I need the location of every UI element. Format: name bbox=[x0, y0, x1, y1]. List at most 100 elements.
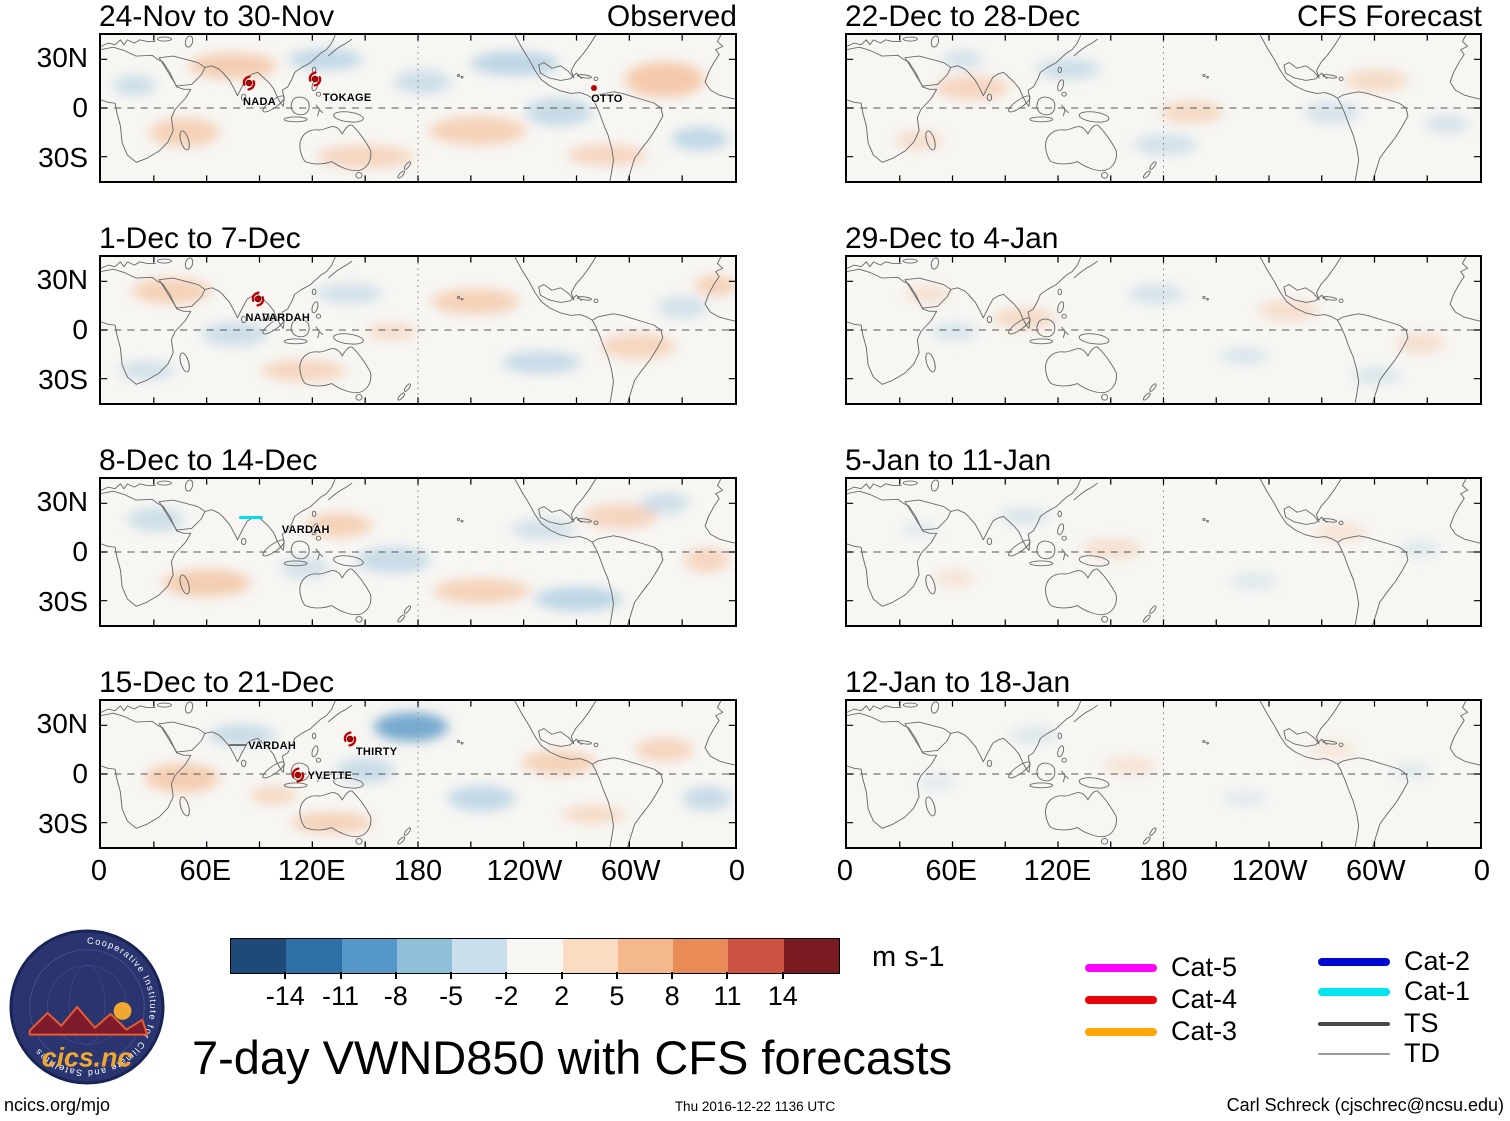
cyclone-icon bbox=[250, 291, 267, 308]
colorbar-tick-mark bbox=[450, 972, 453, 979]
colorbar-tick-label: -8 bbox=[383, 981, 408, 1011]
map-canvas bbox=[847, 479, 1480, 625]
colorbar-segment bbox=[452, 939, 508, 973]
cyclone-icon bbox=[289, 767, 306, 784]
colorbar-tick-label: -11 bbox=[322, 981, 360, 1011]
storm-label: VARDAH bbox=[281, 524, 330, 537]
colorbar-tick-mark bbox=[560, 972, 563, 979]
cyclone-icon bbox=[342, 730, 359, 747]
colorbar-segment bbox=[617, 939, 674, 973]
colorbar-segment bbox=[783, 939, 839, 973]
y-axis-label: 30S bbox=[38, 808, 88, 839]
y-axis-label: 0 bbox=[72, 92, 88, 123]
y-axis-label: 30N bbox=[36, 708, 88, 739]
legend-label: Cat-5 bbox=[1171, 952, 1238, 982]
colorbar-segment bbox=[728, 939, 784, 973]
panel-title: 12-Jan to 18-Jan bbox=[845, 666, 1071, 699]
legend-item: TS bbox=[1318, 1008, 1439, 1039]
colorbar-tick-label: 8 bbox=[664, 981, 680, 1011]
y-axis-label: 0 bbox=[72, 536, 88, 567]
storm-label: NADA bbox=[245, 312, 279, 325]
x-axis-label: 120E bbox=[277, 855, 346, 887]
y-axis-label: 30S bbox=[38, 586, 88, 617]
colorbar-segment bbox=[507, 939, 563, 973]
panel-title: 22-Dec to 28-Dec bbox=[845, 0, 1081, 33]
panel-title-row: 12-Jan to 18-Jan bbox=[845, 667, 1482, 699]
map-panel-observed-4: VARDAH THIRTY YVETTE bbox=[99, 699, 737, 849]
colorbar-tick-marks bbox=[230, 972, 838, 980]
logo-container: Cooperative Institute for Climate and Sa… bbox=[8, 928, 166, 1091]
colorbar-ticks: -14 -11 -8 -5 -2 2 5 8 11 14 bbox=[230, 981, 838, 1011]
panel-title-row: 5-Jan to 11-Jan bbox=[845, 445, 1482, 477]
anomaly-shading bbox=[145, 712, 732, 834]
track-swatch-ts bbox=[1318, 1021, 1390, 1026]
colorbar-tick-label: -5 bbox=[439, 981, 464, 1011]
panel-title: 24-Nov to 30-Nov bbox=[99, 0, 335, 33]
map-panel-forecast-4 bbox=[845, 699, 1482, 849]
legend-item: TD bbox=[1318, 1038, 1440, 1069]
map-canvas bbox=[847, 35, 1480, 181]
storm-label: THIRTY bbox=[355, 746, 398, 759]
map-canvas bbox=[101, 479, 735, 625]
track-swatch-cat4 bbox=[1085, 995, 1157, 1004]
x-axis-label: 120W bbox=[1231, 855, 1308, 887]
panel-title: 8-Dec to 14-Dec bbox=[99, 444, 318, 477]
anomaly-shading bbox=[127, 492, 730, 612]
y-axis-label: 30N bbox=[36, 42, 88, 73]
x-axis-label: 60E bbox=[179, 855, 232, 887]
panel-title-row: 15-Dec to 21-Dec bbox=[99, 667, 737, 699]
legend-item: Cat-4 bbox=[1085, 984, 1237, 1015]
panel-title: 5-Jan to 11-Jan bbox=[845, 444, 1052, 477]
legend-label: TS bbox=[1404, 1008, 1439, 1038]
legend-label: Cat-2 bbox=[1404, 946, 1471, 976]
map-canvas bbox=[101, 35, 735, 181]
colorbar-tick-mark bbox=[505, 972, 508, 979]
colorbar-segment bbox=[396, 939, 453, 973]
logo-mountains-icon bbox=[28, 1006, 149, 1036]
logo-wordmark: cics.nc bbox=[42, 1042, 133, 1072]
x-axis-label: 180 bbox=[393, 855, 443, 887]
footer-site: ncics.org/mjo bbox=[4, 1095, 111, 1115]
colorbar-tick-mark bbox=[671, 972, 674, 979]
anomaly-shading bbox=[895, 50, 1469, 156]
x-axis-label: 60W bbox=[1346, 855, 1406, 887]
legend-label: Cat-4 bbox=[1171, 984, 1238, 1014]
legend-item: Cat-3 bbox=[1085, 1016, 1237, 1047]
panel-title-row: 22-Dec to 28-Dec CFS Forecast bbox=[845, 1, 1482, 33]
map-panel-observed-1: NADA TOKAGE OTTO bbox=[99, 33, 737, 183]
x-axis-label: 0 bbox=[1473, 855, 1491, 887]
panel-title: 29-Dec to 4-Jan bbox=[845, 222, 1059, 255]
y-axis-label: 30S bbox=[38, 364, 88, 395]
legend-label: Cat-3 bbox=[1171, 1016, 1238, 1046]
x-axis-label: 180 bbox=[1139, 855, 1188, 887]
track-swatch-cat5 bbox=[1085, 963, 1157, 972]
colorbar-segment bbox=[562, 939, 618, 973]
map-panel-observed-3: VARDAH bbox=[99, 477, 737, 627]
cyclone-icon bbox=[241, 75, 258, 92]
y-axis-label: 30S bbox=[38, 142, 88, 173]
legend-item: Cat-1 bbox=[1318, 976, 1470, 1007]
map-canvas bbox=[847, 701, 1480, 847]
storm-label: YVETTE bbox=[307, 769, 353, 782]
track-swatch-td bbox=[1318, 1052, 1390, 1055]
colorbar-segment bbox=[341, 939, 397, 973]
map-canvas bbox=[847, 257, 1480, 403]
y-axis-label: 0 bbox=[72, 314, 88, 345]
footer-timestamp: Thu 2016-12-22 1136 UTC bbox=[674, 1099, 836, 1114]
panel-title: 1-Dec to 7-Dec bbox=[99, 222, 301, 255]
y-axis-label: 30N bbox=[36, 264, 88, 295]
legend-item: Cat-5 bbox=[1085, 952, 1237, 983]
footer-credit: Carl Schreck (cjschrec@ncsu.edu) bbox=[1226, 1095, 1504, 1115]
map-canvas bbox=[101, 701, 735, 847]
colorbar-segment bbox=[673, 939, 729, 973]
track-swatch-cat1 bbox=[1318, 987, 1390, 996]
x-axis-label: 120W bbox=[486, 855, 563, 887]
anomaly-shading bbox=[118, 274, 735, 382]
x-axis-label: 0 bbox=[728, 855, 746, 887]
figure-title: 7-day VWND850 with CFS forecasts bbox=[192, 1031, 953, 1084]
cyclone-icon bbox=[307, 70, 324, 87]
map-panel-forecast-2 bbox=[845, 255, 1482, 405]
colorbar-tick-label: 11 bbox=[713, 981, 742, 1011]
colorbar-tick-mark bbox=[394, 972, 397, 979]
